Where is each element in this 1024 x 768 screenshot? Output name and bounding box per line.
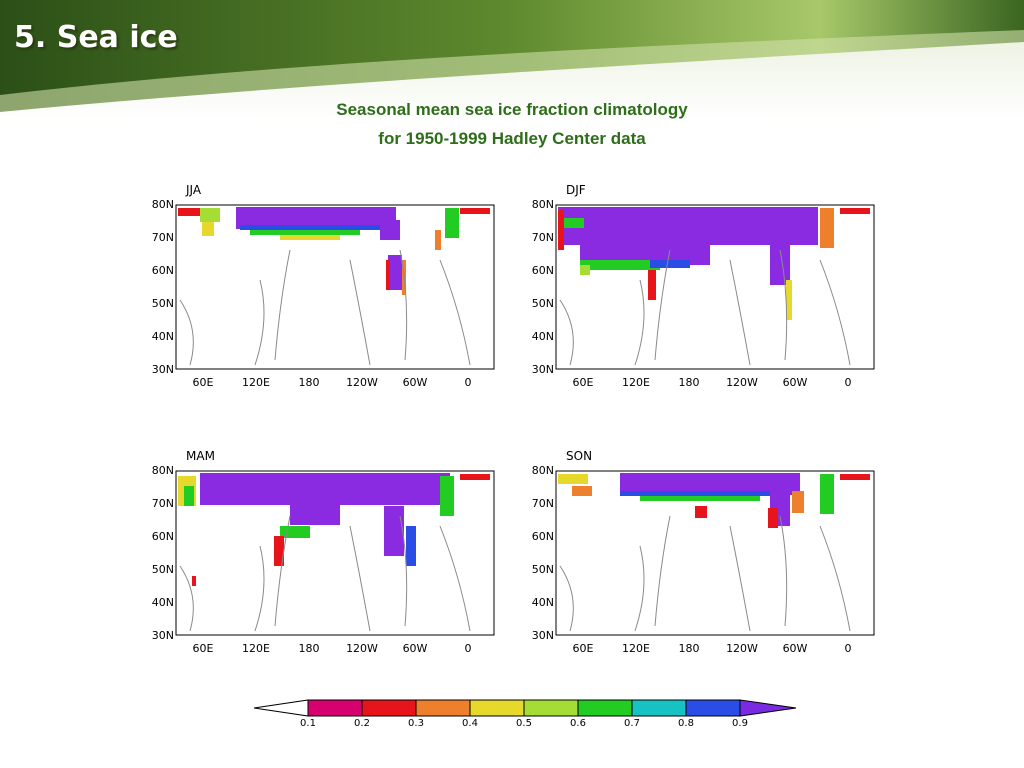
slide-title: 5. Sea ice [14, 20, 178, 55]
lat-label: 50N [151, 563, 174, 576]
lat-label: 70N [151, 497, 174, 510]
colorbar-swatches [253, 699, 797, 717]
lat-label: 80N [151, 464, 174, 477]
colorbar-label: 0.2 [354, 718, 370, 729]
lat-label: 60N [151, 264, 174, 277]
lon-label: 60W [402, 376, 428, 389]
lat-label: 50N [531, 563, 554, 576]
season-label: JJA [186, 183, 202, 197]
lat-label: 70N [531, 497, 554, 510]
lon-label: 60E [192, 376, 214, 389]
colorbar-label: 0.1 [300, 718, 316, 729]
lat-label: 30N [531, 363, 554, 376]
map-frame [555, 470, 875, 636]
colorbar-swatch [577, 699, 633, 717]
season-label: MAM [186, 449, 215, 463]
lat-label: 30N [151, 629, 174, 642]
colorbar-label: 0.3 [408, 718, 424, 729]
lat-label: 40N [151, 596, 174, 609]
lon-label: 120W [726, 376, 758, 389]
lon-label: 120E [622, 642, 650, 655]
chart-subtitle-line-2: for 1950-1999 Hadley Center data [378, 129, 646, 148]
lat-label: 70N [151, 231, 174, 244]
lon-label: 0 [844, 376, 852, 389]
lat-label: 60N [531, 530, 554, 543]
lon-label: 180 [678, 642, 700, 655]
colorbar-swatch [523, 699, 579, 717]
colorbar-swatch-low [253, 699, 309, 717]
header-banner [0, 0, 1024, 120]
map-frame [175, 204, 495, 370]
lat-label: 80N [531, 464, 554, 477]
map-panel-mam: MAM 80N 70N 60N 50N 40N 30N 60E 120E 180… [140, 446, 500, 666]
map-frame [175, 470, 495, 636]
lat-label: 30N [531, 629, 554, 642]
colorbar-swatch [469, 699, 525, 717]
map-panel-jja: JJA 80N 70N 60N 50N 40N 30N 60E 120E 180… [140, 180, 500, 400]
lon-label: 0 [464, 642, 472, 655]
colorbar-swatch-high [739, 699, 797, 717]
chart-subtitle-line-1: Seasonal mean sea ice fraction climatolo… [336, 100, 688, 119]
lat-label: 40N [531, 596, 554, 609]
colorbar-swatch [307, 699, 363, 717]
season-label: SON [566, 449, 593, 463]
colorbar-label: 0.5 [516, 718, 532, 729]
lat-label: 70N [531, 231, 554, 244]
map-panel-son: SON 80N 70N 60N 50N 40N 30N 60E 120E 180… [520, 446, 880, 666]
colorbar-swatch [685, 699, 741, 717]
lon-label: 60E [192, 642, 214, 655]
lon-label: 120W [346, 642, 378, 655]
lat-label: 30N [151, 363, 174, 376]
season-label: DJF [566, 183, 586, 197]
lon-label: 120W [346, 376, 378, 389]
map-frame [555, 204, 875, 370]
lat-label: 60N [531, 264, 554, 277]
colorbar-label: 0.9 [732, 718, 748, 729]
colorbar-swatch [415, 699, 471, 717]
lon-label: 180 [298, 642, 320, 655]
lon-label: 60W [782, 376, 808, 389]
colorbar-swatch [361, 699, 417, 717]
colorbar-label: 0.7 [624, 718, 640, 729]
lat-label: 80N [151, 198, 174, 211]
colorbar: 0.1 0.2 0.3 0.4 0.5 0.6 0.7 0.8 0.9 [250, 698, 810, 738]
lat-label: 40N [531, 330, 554, 343]
lat-label: 80N [531, 198, 554, 211]
colorbar-label: 0.4 [462, 718, 478, 729]
lon-label: 120W [726, 642, 758, 655]
lat-label: 60N [151, 530, 174, 543]
lon-label: 60E [572, 642, 594, 655]
lon-label: 60W [782, 642, 808, 655]
colorbar-label: 0.6 [570, 718, 586, 729]
lon-label: 120E [242, 376, 270, 389]
colorbar-label: 0.8 [678, 718, 694, 729]
lon-label: 120E [242, 642, 270, 655]
lat-label: 40N [151, 330, 174, 343]
lon-label: 60E [572, 376, 594, 389]
colorbar-swatch [631, 699, 687, 717]
lat-label: 50N [151, 297, 174, 310]
lon-label: 60W [402, 642, 428, 655]
lon-label: 180 [678, 376, 700, 389]
lon-label: 180 [298, 376, 320, 389]
lon-label: 0 [844, 642, 852, 655]
map-panel-djf: DJF 80N 70N 60N 50N 40N 30N 60E 120E 180… [520, 180, 880, 400]
lon-label: 120E [622, 376, 650, 389]
lat-label: 50N [531, 297, 554, 310]
lon-label: 0 [464, 376, 472, 389]
